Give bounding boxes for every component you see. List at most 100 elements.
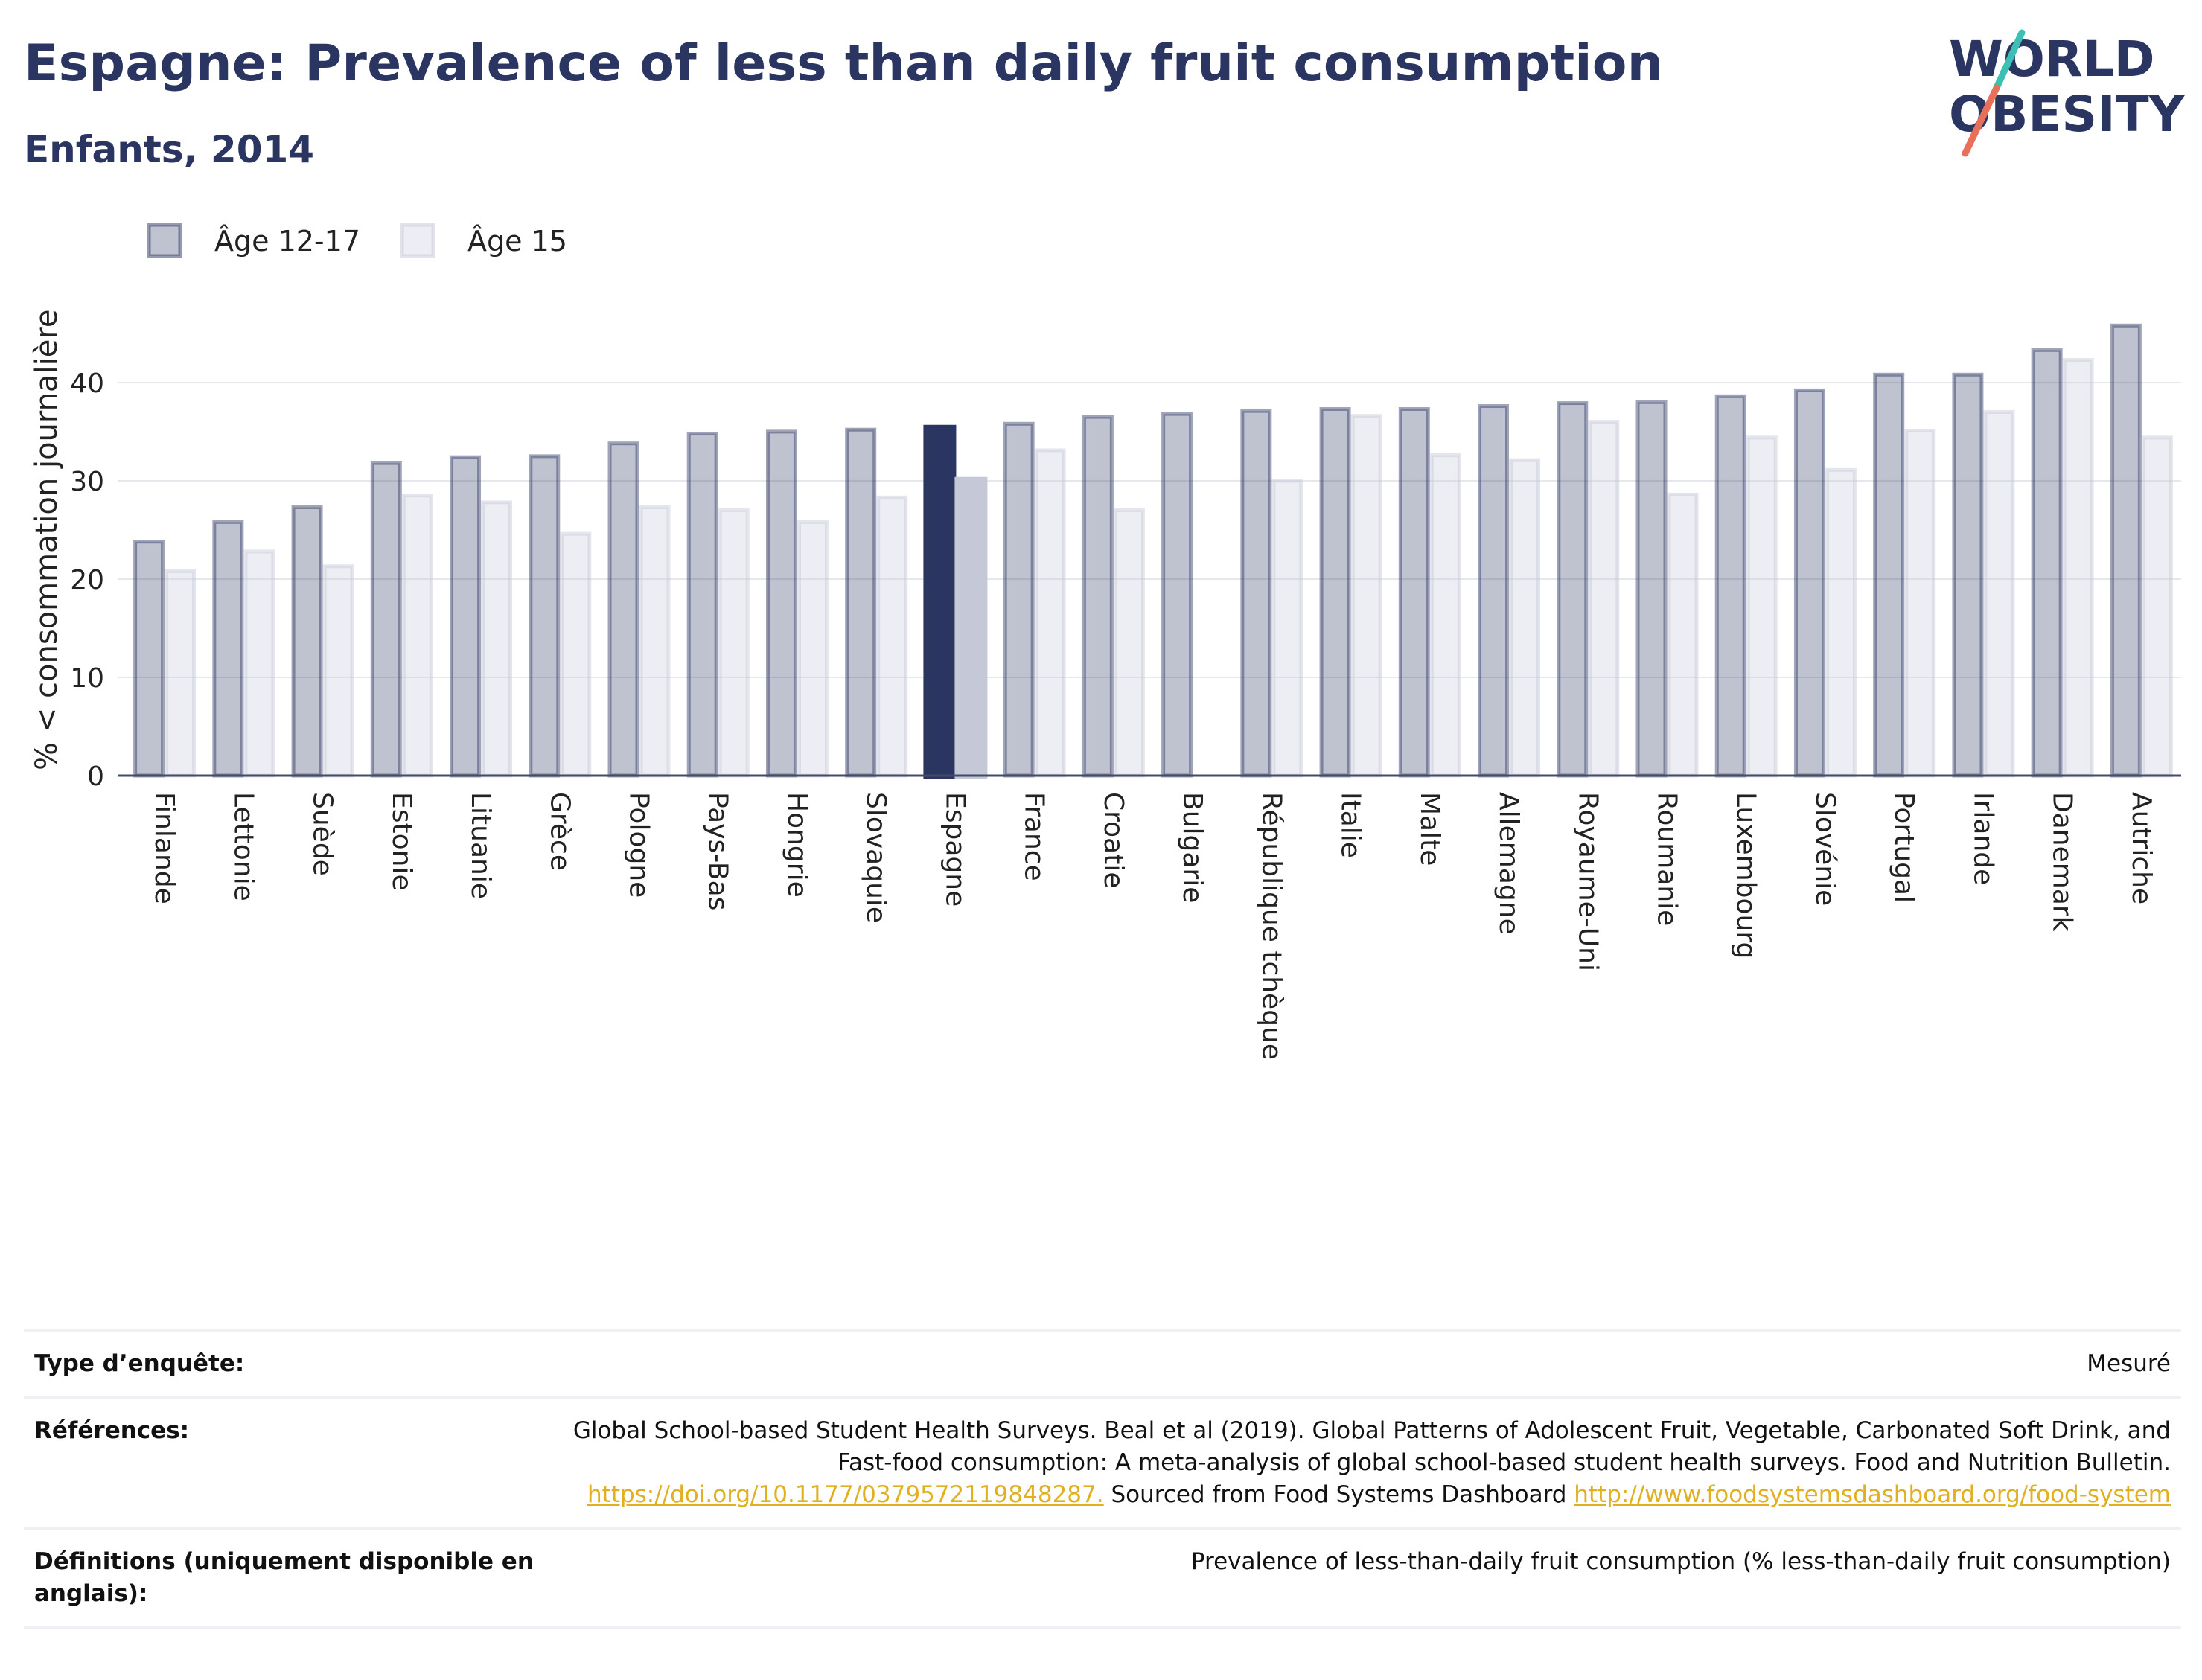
bar-age-15 <box>1509 458 1541 778</box>
references-text: Global School-based Student Health Surve… <box>572 1417 2171 1476</box>
references-value: Global School-based Student Health Surve… <box>570 1415 2171 1511</box>
bar-age-12-17 <box>1319 407 1351 778</box>
bar-age-15 <box>639 505 671 778</box>
bar-age-15 <box>797 520 829 778</box>
bar-age-15 <box>1588 420 1620 778</box>
y-tick-label: 30 <box>70 467 104 497</box>
food-systems-link[interactable]: http://www.foodsystemsdashboard.org/food… <box>1574 1481 2171 1508</box>
bar-age-12-17 <box>450 455 482 778</box>
x-tick-label: Irlande <box>1968 792 1998 885</box>
x-tick-label: Estonie <box>386 792 417 891</box>
y-tick-label: 10 <box>70 663 104 694</box>
legend-label: Âge 12-17 <box>214 225 360 258</box>
x-tick-label: Malte <box>1414 792 1445 866</box>
bar-age-12-17 <box>1003 421 1035 778</box>
bar-age-12-17 <box>686 432 718 778</box>
bar-age-15 <box>322 564 354 778</box>
bar-age-15 <box>1113 508 1145 778</box>
legend-label: Âge 15 <box>467 225 567 258</box>
y-tick-label: 20 <box>70 565 104 595</box>
x-tick-label: Slovénie <box>1810 792 1840 906</box>
bar-age-12-17 <box>370 461 402 778</box>
x-tick-label: Portugal <box>1889 792 1919 903</box>
x-tick-label: Croatie <box>1098 792 1129 889</box>
logo-line-2: OBESITY <box>1949 86 2186 143</box>
bar-age-15 <box>2141 435 2173 778</box>
x-tick-label: Espagne <box>939 792 970 907</box>
bar-age-15 <box>165 569 197 778</box>
x-tick-label: Allemagne <box>1493 792 1524 935</box>
bar-age-15 <box>1429 453 1461 778</box>
bar-age-15 <box>1825 467 1857 778</box>
y-tick-label: 0 <box>87 761 104 792</box>
bar-age-12-17 <box>1714 394 1746 778</box>
y-axis-label: % < consommation journalière <box>30 309 64 770</box>
bar-age-12-17 <box>1952 372 1984 778</box>
x-tick-label: République tchèque <box>1256 792 1286 1060</box>
bar-age-12-17 <box>845 427 877 778</box>
logo-slash-teal <box>1993 29 2026 92</box>
bar-age-12-17 <box>1557 401 1589 778</box>
bar-age-12-17 <box>1161 412 1193 778</box>
x-tick-label: Italie <box>1335 792 1366 858</box>
references-label: Références: <box>34 1417 190 1444</box>
bar-age-15 <box>1667 492 1699 778</box>
logo-slash-red <box>1962 84 2000 157</box>
survey-type-value: Mesuré <box>2087 1350 2171 1377</box>
x-tick-label: Danemark <box>2047 792 2078 932</box>
bar-age-15 <box>718 508 750 778</box>
x-tick-label: Grèce <box>544 792 575 871</box>
x-tick-label: Hongrie <box>782 792 812 898</box>
bar-age-12-17 <box>1398 407 1430 778</box>
references-mid-text: Sourced from Food Systems Dashboard <box>1103 1481 1574 1508</box>
x-tick-label: Autriche <box>2126 792 2157 904</box>
logo-line-1: WORLD <box>1949 31 2155 88</box>
bar-age-15 <box>1746 435 1778 778</box>
x-tick-label: Bulgarie <box>1177 792 1207 903</box>
bar-age-12-17 <box>2031 348 2063 778</box>
x-tick-label: Finlande <box>149 792 179 904</box>
bar-age-12-17 <box>529 454 561 778</box>
definitions-label: Définitions (uniquement disponible en an… <box>34 1548 534 1607</box>
bar-age-12-17 <box>1478 404 1510 778</box>
bar-age-12-17 <box>1793 388 1825 778</box>
survey-type-label: Type d’enquête: <box>34 1350 245 1377</box>
info-row-references: Références: Global School-based Student … <box>24 1396 2181 1527</box>
x-tick-label: France <box>1019 792 1050 881</box>
info-table: Type d’enquête: Mesuré Références: Globa… <box>24 1329 2181 1629</box>
bar-age-15 <box>1904 429 1936 778</box>
bar-age-15 <box>1034 448 1066 778</box>
bar-age-15 <box>1983 409 2015 778</box>
bar-age-12-17 <box>765 429 797 778</box>
y-tick-label: 40 <box>70 368 104 399</box>
bar-age-15 <box>2062 358 2094 778</box>
bar-age-12-17 <box>291 505 323 778</box>
bar-age-15 <box>954 476 988 779</box>
bar-age-12-17 <box>923 424 957 779</box>
x-tick-label: Luxembourg <box>1731 792 1761 959</box>
x-tick-label: Suède <box>307 792 338 876</box>
x-tick-label: Pays-Bas <box>703 792 733 910</box>
world-obesity-logo: WORLD OBESITY <box>1949 29 2186 157</box>
bar-age-15 <box>1271 479 1303 778</box>
x-tick-label: Roumanie <box>1652 792 1682 926</box>
bar-age-12-17 <box>1082 415 1114 778</box>
bar-age-12-17 <box>2110 323 2142 778</box>
bar-chart: 0 10 20 30 40% < consommation journalière Âge… <box>30 223 2181 1060</box>
info-row-definitions: Définitions (uniquement disponible en an… <box>24 1527 2181 1629</box>
bar-age-15 <box>401 494 433 778</box>
doi-link[interactable]: https://doi.org/10.1177/0379572119848287… <box>587 1481 1104 1508</box>
bar-age-15 <box>876 495 908 778</box>
x-tick-label: Royaume-Uni <box>1572 792 1603 971</box>
legend-swatch <box>400 223 435 258</box>
definitions-value: Prevalence of less-than-daily fruit cons… <box>1190 1548 2171 1575</box>
x-tick-label: Lituanie <box>465 792 496 899</box>
info-row-survey-type: Type d’enquête: Mesuré <box>24 1329 2181 1396</box>
chart-subtitle: Enfants, 2014 <box>24 128 315 171</box>
bar-age-12-17 <box>1635 400 1668 778</box>
bar-age-15 <box>1350 414 1382 778</box>
bar-age-12-17 <box>133 540 165 778</box>
bar-age-12-17 <box>607 441 639 778</box>
bar-age-12-17 <box>212 520 244 778</box>
bar-age-15 <box>243 549 275 778</box>
